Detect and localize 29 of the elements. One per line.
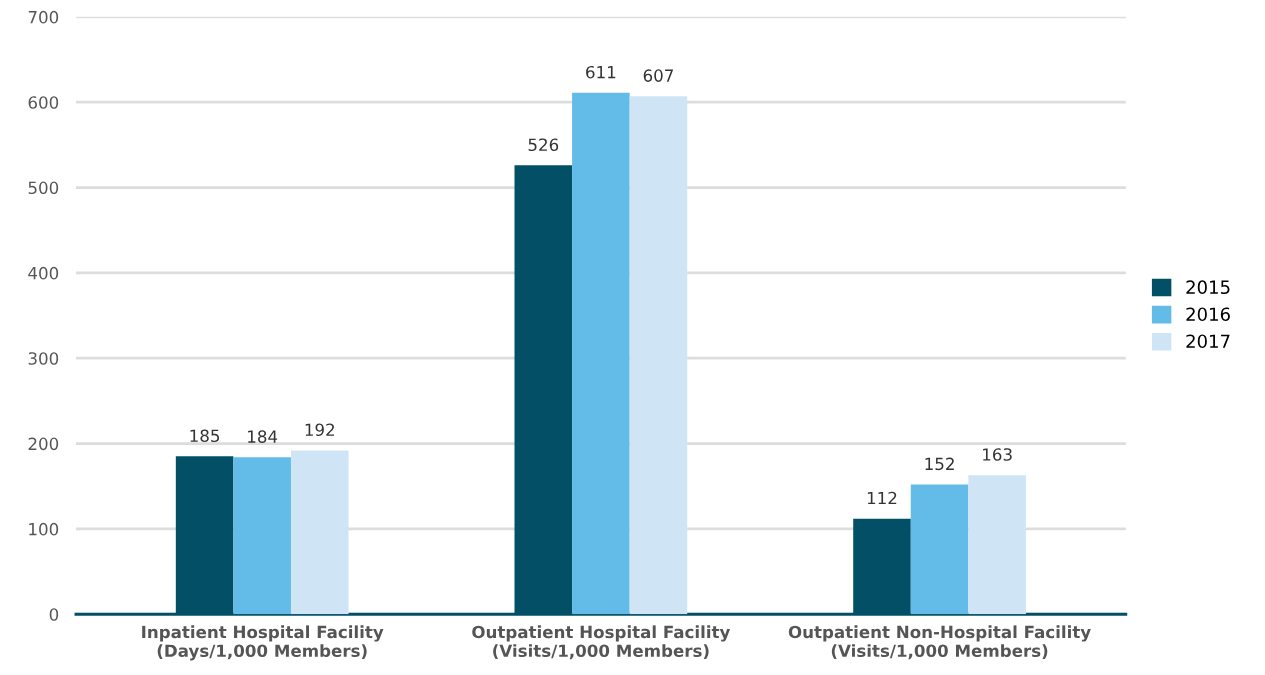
data-label: 192 [305,423,334,437]
x-tick-label: Outpatient Non-Hospital Facility (Visits/1,000 Members) [788,625,1091,660]
legend-label: 2016 [1186,307,1230,322]
bar [290,450,349,615]
y-tick-label: 500 [28,181,59,195]
data-label: 163 [983,448,1012,461]
bar [629,96,688,615]
y-tick-label: 400 [28,266,59,280]
bar [572,92,630,615]
data-label: 184 [248,430,278,443]
data-label: 611 [586,65,616,79]
y-tick-label: 700 [28,10,59,24]
data-label: 152 [925,457,954,471]
data-label: 607 [643,69,673,82]
bar [233,457,291,615]
legend-label: 2017 [1186,334,1230,349]
y-tick-label: 300 [28,352,59,365]
bar [968,475,1026,615]
x-tick-label: Inpatient Hospital Facility (Days/1,000 Members) [142,625,384,661]
y-tick-label: 200 [28,437,59,451]
y-tick-label: 0 [49,608,59,621]
bar [910,484,969,615]
y-tick-label: 600 [28,96,59,109]
y-tick-label: 100 [29,522,59,536]
data-label: 185 [190,429,220,443]
data-label: 526 [528,138,559,152]
x-tick-label: Outpatient Hospital Facility (Visits/1,000 Members) [472,625,731,660]
legend-label: 2015 [1186,280,1230,295]
data-label: 112 [867,491,897,505]
